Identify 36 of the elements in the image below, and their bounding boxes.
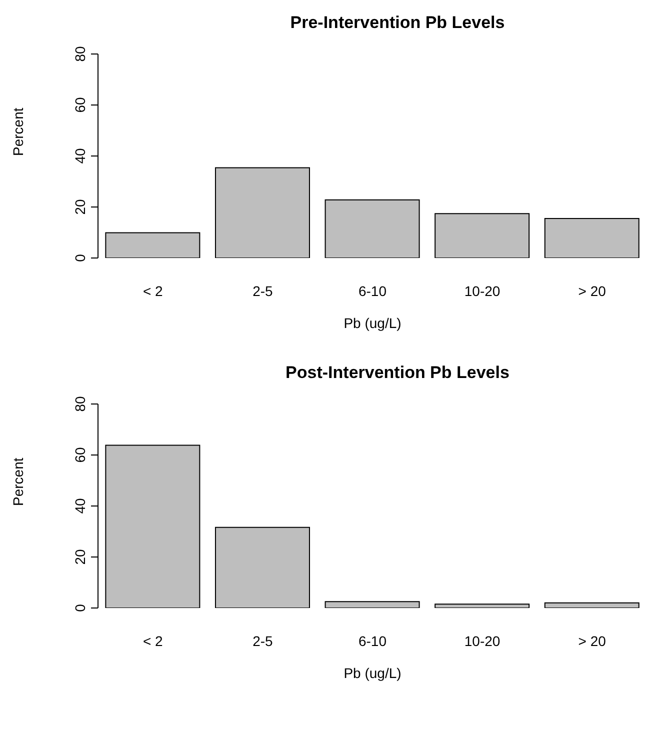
x-tick-label: > 20 [578,282,606,299]
y-tick-label: 60 [72,447,88,463]
chart-title: Post-Intervention Pb Levels [284,362,510,384]
y-tick-label: 80 [72,396,88,412]
bar [434,604,530,608]
y-tick-label: 0 [72,604,88,612]
x-tick-label: > 20 [578,632,606,649]
bar [544,218,640,258]
y-tick-label: 0 [72,254,88,262]
y-tick-label: 80 [72,46,88,62]
x-tick-label: 10-20 [464,632,500,649]
bar [544,602,640,608]
y-tick-label: 60 [72,97,88,113]
chart-title: Pre-Intervention Pb Levels [289,12,506,34]
bar [105,232,200,258]
y-axis-title: Percent [10,108,26,156]
x-tick-label: 2-5 [252,632,274,649]
y-axis-title: Percent [10,458,26,506]
bar [324,199,420,258]
x-axis-title: Pb (ug/L) [344,315,402,331]
bar [434,213,530,258]
bar [324,601,420,608]
y-tick-label: 20 [72,549,88,565]
x-tick-label: 2-5 [252,282,274,299]
bar [214,526,310,608]
x-tick-label: < 2 [142,282,164,299]
y-tick-label: 20 [72,199,88,215]
bar [105,444,200,608]
x-tick-label: < 2 [142,632,164,649]
x-tick-label: 10-20 [464,282,500,299]
y-tick-label: 40 [72,148,88,164]
x-tick-label: 6-10 [358,632,387,649]
bar [214,167,310,258]
x-tick-label: 6-10 [358,282,387,299]
x-axis-title: Pb (ug/L) [344,665,402,681]
y-tick-label: 40 [72,498,88,514]
